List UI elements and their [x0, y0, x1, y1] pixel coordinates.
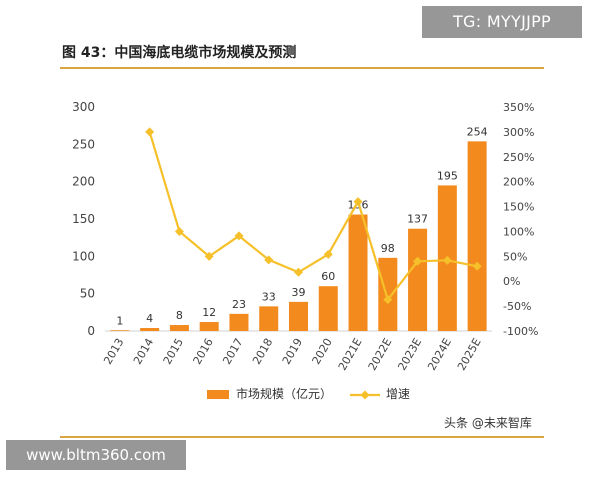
bar-2014	[140, 328, 160, 331]
line-series	[145, 127, 482, 305]
growth-point-2019	[294, 267, 303, 277]
x-tick-label: 2024E	[425, 336, 454, 373]
growth-point-2020	[323, 249, 333, 259]
x-tick-label: 2013	[101, 336, 126, 367]
y-left-tick-label: 250	[72, 137, 95, 151]
y-left-tick-label: 300	[72, 100, 95, 114]
y-right-tick-label: 300%	[503, 126, 534, 139]
x-tick-label: 2023E	[395, 336, 424, 373]
bar-value-label: 195	[437, 169, 458, 182]
x-tick-label: 2014	[131, 336, 156, 367]
source-logo: 头条 @未来智库	[444, 416, 532, 430]
legend-label-line: 增速	[386, 387, 410, 401]
bar-value-label: 12	[202, 306, 216, 319]
bar-2021E	[348, 214, 368, 331]
x-tick-label: 2016	[191, 336, 216, 367]
growth-point-2021E	[353, 197, 363, 207]
x-tick-label: 2022E	[366, 336, 395, 373]
x-tick-label: 2018	[250, 336, 275, 367]
bar-2023E	[408, 228, 428, 331]
x-tick-label: 2019	[280, 336, 305, 367]
y-right-tick-label: 250%	[503, 151, 534, 164]
bar-value-label: 33	[262, 290, 276, 303]
bar-2019	[289, 301, 308, 331]
bar-value-label: 98	[381, 242, 395, 255]
chart-title: 图 43：中国海底电缆市场规模及预测	[62, 45, 297, 61]
bar-value-label: 254	[467, 125, 488, 138]
y-axis-right: -100% -50% 0% 50% 100% 150% 200% 250% 300% 350%	[503, 101, 538, 338]
bar-value-label: 137	[407, 213, 428, 226]
x-tick-label: 2015	[161, 336, 186, 367]
bar-value-label: 4	[146, 312, 153, 325]
bar-value-label: 23	[232, 298, 246, 311]
bar-value-label: 60	[321, 270, 335, 283]
x-axis-labels: 2013 2014 2015 2016 2017 2018 2019 2020 2021E 202…	[101, 336, 484, 373]
y-left-tick-label: 0	[87, 324, 95, 338]
growth-point-2014	[145, 127, 155, 137]
growth-point-2017	[234, 231, 244, 241]
x-tick-label: 2021E	[336, 336, 365, 373]
legend: 市场规模（亿元） 增速	[207, 386, 410, 401]
growth-line	[148, 131, 478, 302]
bar-value-label: 8	[176, 309, 183, 322]
bar-value-label: 1	[116, 314, 123, 327]
y-axis-left: 0 50 100 150 200 250 300	[72, 100, 95, 338]
y-left-tick-label: 100	[72, 249, 95, 263]
bar-2025E	[467, 141, 487, 331]
growth-point-2022E	[383, 295, 393, 305]
legend-swatch-bar	[207, 390, 229, 399]
y-right-tick-label: 50%	[503, 250, 527, 263]
bottom-divider	[60, 436, 544, 438]
y-right-tick-label: 150%	[503, 201, 534, 214]
y-right-tick-label: 0%	[503, 275, 520, 288]
bar-2022E	[378, 257, 398, 331]
bar-2017	[229, 313, 249, 331]
legend-label-bar: 市场规模（亿元）	[236, 386, 332, 401]
y-left-tick-label: 150	[72, 212, 95, 226]
watermark-top: TG: MYYJJPP	[422, 6, 582, 38]
legend-marker-line	[360, 390, 370, 400]
y-left-tick-label: 50	[80, 287, 95, 301]
bar-2013	[110, 330, 130, 331]
title-divider	[60, 67, 544, 69]
y-right-tick-label: -50%	[503, 300, 531, 313]
bar-data-labels: 148122333396015698137195254	[116, 125, 487, 327]
watermark-bottom: www.bltm360.com	[6, 440, 186, 470]
growth-point-2025E	[472, 261, 482, 271]
x-tick-label: 2020	[310, 336, 335, 367]
x-tick-label: 2017	[220, 336, 245, 367]
y-right-tick-label: 200%	[503, 176, 534, 189]
growth-point-2023E	[413, 256, 423, 266]
growth-point-2024E	[442, 255, 452, 265]
bar-2016	[199, 322, 219, 331]
bar-2020	[318, 286, 338, 331]
x-tick-label: 2025E	[455, 336, 484, 373]
bar-value-label: 39	[292, 286, 306, 299]
y-right-tick-label: -100%	[503, 325, 538, 338]
growth-point-2016	[204, 251, 214, 261]
growth-point-2018	[264, 255, 274, 265]
y-right-tick-label: 350%	[503, 101, 534, 114]
bar-series	[110, 141, 487, 331]
y-left-tick-label: 200	[72, 175, 95, 189]
y-right-tick-label: 100%	[503, 225, 534, 238]
bar-2015	[169, 325, 189, 331]
bar-2018	[259, 306, 279, 331]
growth-point-2015	[174, 226, 184, 236]
